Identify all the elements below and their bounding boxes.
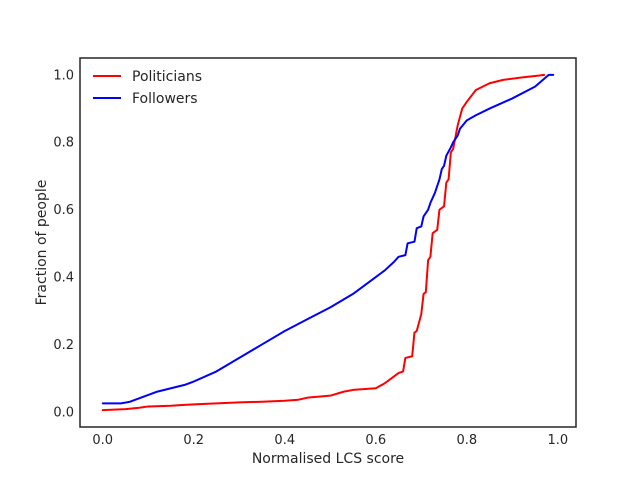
ticks-layer: 0.0 0.2 0.4 0.6 0.8 1.0 0.0 0.2 0.4 0.6 0.8 1.0 (53, 68, 568, 448)
y-tick-label: 0.2 (53, 338, 74, 353)
series-line-followers (101, 73, 555, 405)
x-tick-label: 0.4 (274, 433, 295, 448)
x-axis-label: Normalised LCS score (252, 451, 404, 467)
y-axis-label: Fraction of people (34, 180, 50, 306)
x-tick-label: 1.0 (547, 433, 568, 448)
x-tick-label: 0.0 (92, 433, 113, 448)
x-tick-label: 0.8 (456, 433, 477, 448)
series-line-politicians (101, 73, 546, 412)
x-tick-label: 0.2 (183, 433, 204, 448)
legend-label-followers: Followers (132, 91, 198, 107)
y-tick-label: 0.6 (53, 203, 74, 218)
y-tick-label: 1.0 (53, 68, 74, 83)
legend-label-politicians: Politicians (132, 69, 202, 85)
series-layer (101, 73, 555, 412)
plot-frame (79, 57, 577, 428)
legend: Politicians Followers (93, 69, 202, 107)
y-tick-label: 0.4 (53, 271, 74, 286)
y-tick-label: 0.8 (53, 136, 74, 151)
x-tick-label: 0.6 (365, 433, 386, 448)
y-tick-label: 0.0 (53, 405, 74, 420)
